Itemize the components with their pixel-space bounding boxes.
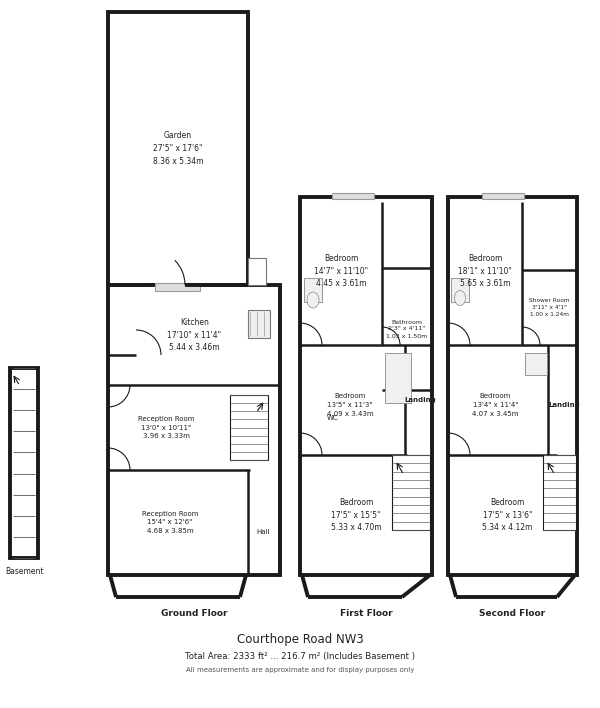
Bar bbox=[230, 395, 268, 460]
Text: Basement: Basement bbox=[5, 568, 43, 576]
Bar bbox=[155, 283, 200, 291]
Text: WC: WC bbox=[327, 414, 339, 421]
Text: Shower Room
3'11" x 4'1"
1.00 x 1.24m: Shower Room 3'11" x 4'1" 1.00 x 1.24m bbox=[529, 298, 570, 317]
Bar bbox=[248, 310, 270, 338]
Bar bbox=[300, 197, 432, 575]
Bar bbox=[525, 353, 547, 375]
Bar bbox=[108, 12, 248, 285]
Text: Ground Floor: Ground Floor bbox=[161, 608, 227, 617]
Text: Bedroom
13'5" x 11'3"
4.09 x 3.43m: Bedroom 13'5" x 11'3" 4.09 x 3.43m bbox=[326, 394, 373, 416]
Text: Bedroom
14'7" x 11'10"
4.45 x 3.61m: Bedroom 14'7" x 11'10" 4.45 x 3.61m bbox=[314, 254, 368, 288]
Bar bbox=[448, 197, 577, 575]
Text: Reception Room
13'0" x 10'11"
3.96 x 3.33m: Reception Room 13'0" x 10'11" 3.96 x 3.3… bbox=[138, 416, 195, 439]
Text: Bedroom
18'1" x 11'10"
5.65 x 3.61m: Bedroom 18'1" x 11'10" 5.65 x 3.61m bbox=[458, 254, 512, 288]
Ellipse shape bbox=[307, 292, 319, 308]
Bar bbox=[392, 455, 430, 530]
Text: Total Area: 2333 ft² ... 216.7 m² (Includes Basement ): Total Area: 2333 ft² ... 216.7 m² (Inclu… bbox=[185, 651, 415, 661]
Text: Bedroom
17'5" x 15'5"
5.33 x 4.70m: Bedroom 17'5" x 15'5" 5.33 x 4.70m bbox=[331, 498, 382, 532]
Bar bbox=[543, 455, 576, 530]
Text: Kitchen
17'10" x 11'4"
5.44 x 3.46m: Kitchen 17'10" x 11'4" 5.44 x 3.46m bbox=[167, 318, 221, 352]
Bar bbox=[332, 193, 374, 199]
Text: Garden
27'5" x 17'6"
8.36 x 5.34m: Garden 27'5" x 17'6" 8.36 x 5.34m bbox=[153, 132, 203, 166]
Bar bbox=[385, 353, 411, 403]
Bar bbox=[10, 368, 38, 558]
Bar bbox=[304, 278, 322, 302]
Text: First Floor: First Floor bbox=[340, 608, 392, 617]
Text: Bathroom
2'3" x 4'11"
1.02 x 1.50m: Bathroom 2'3" x 4'11" 1.02 x 1.50m bbox=[386, 319, 428, 338]
Bar bbox=[108, 285, 280, 575]
Text: Bedroom
13'4" x 11'4"
4.07 x 3.45m: Bedroom 13'4" x 11'4" 4.07 x 3.45m bbox=[472, 394, 519, 416]
Text: Bedroom
17'5" x 13'6"
5.34 x 4.12m: Bedroom 17'5" x 13'6" 5.34 x 4.12m bbox=[482, 498, 533, 532]
Ellipse shape bbox=[455, 290, 466, 305]
Bar bbox=[482, 193, 524, 199]
Text: Courthope Road NW3: Courthope Road NW3 bbox=[236, 634, 364, 646]
Text: Hall: Hall bbox=[256, 530, 270, 535]
Text: Landing: Landing bbox=[548, 402, 580, 408]
Text: All measurements are approximate and for display purposes only: All measurements are approximate and for… bbox=[186, 667, 414, 673]
Text: Landing: Landing bbox=[404, 397, 436, 403]
Bar bbox=[248, 258, 266, 285]
Text: Second Floor: Second Floor bbox=[479, 608, 545, 617]
Text: Reception Room
15'4" x 12'6"
4.68 x 3.85m: Reception Room 15'4" x 12'6" 4.68 x 3.85… bbox=[142, 511, 198, 534]
Bar bbox=[451, 278, 469, 302]
